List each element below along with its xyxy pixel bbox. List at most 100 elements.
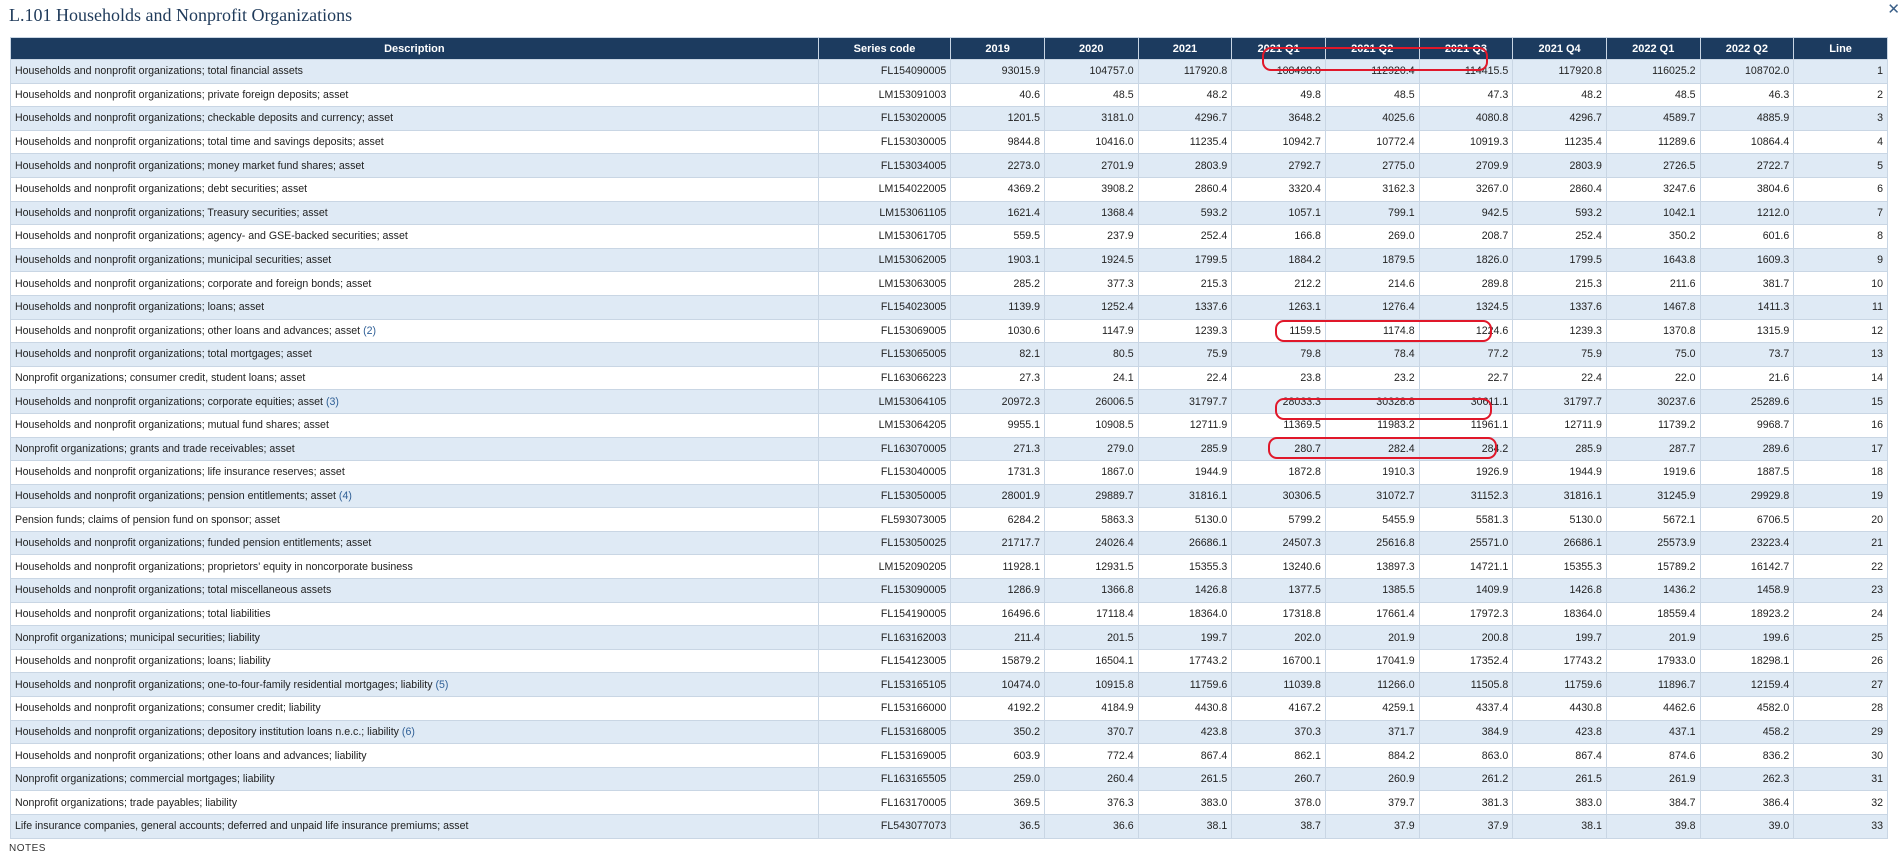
value-cell: 262.3 bbox=[1699, 766, 1795, 792]
value-cell: 15879.2 bbox=[950, 648, 1045, 674]
series-code: FL163162003 bbox=[817, 625, 952, 650]
value-cell: 1276.4 bbox=[1324, 294, 1420, 320]
value-cell: 1926.9 bbox=[1418, 460, 1514, 485]
series-code: FL153020005 bbox=[817, 106, 952, 131]
value-cell: 4589.7 bbox=[1605, 106, 1701, 131]
table-row: Households and nonprofit organizations; … bbox=[10, 342, 1888, 367]
value-cell: 48.5 bbox=[1324, 82, 1420, 108]
footnote-link[interactable]: (3) bbox=[325, 395, 339, 408]
footnote-link[interactable]: (6) bbox=[401, 725, 415, 738]
value-cell: 260.4 bbox=[1043, 766, 1139, 792]
series-code: FL153169005 bbox=[817, 743, 952, 768]
column-header: 2021 Q4 bbox=[1512, 37, 1607, 60]
value-cell: 9955.1 bbox=[950, 412, 1045, 438]
value-cell: 4184.9 bbox=[1043, 696, 1139, 721]
value-cell: 867.4 bbox=[1137, 743, 1233, 768]
table-row: Households and nonprofit organizations; … bbox=[10, 294, 1888, 320]
description-text: Households and nonprofit organizations; … bbox=[15, 560, 413, 573]
value-cell: 11235.4 bbox=[1512, 129, 1607, 155]
value-cell: 11039.8 bbox=[1231, 672, 1326, 698]
value-cell: 279.0 bbox=[1043, 436, 1139, 462]
series-code: FL154123005 bbox=[817, 648, 952, 674]
line-number: 6 bbox=[1793, 176, 1888, 202]
value-cell: 10908.5 bbox=[1043, 412, 1139, 438]
row-description: Households and nonprofit organizations; … bbox=[10, 82, 819, 108]
value-cell: 3908.2 bbox=[1043, 176, 1139, 202]
table-row: Households and nonprofit organizations; … bbox=[10, 59, 1888, 84]
value-cell: 23223.4 bbox=[1699, 530, 1795, 556]
row-description: Households and nonprofit organizations; … bbox=[10, 719, 819, 745]
close-icon[interactable]: ✕ bbox=[1887, 0, 1900, 18]
table-row: Households and nonprofit organizations; … bbox=[10, 530, 1888, 556]
value-cell: 11235.4 bbox=[1137, 129, 1233, 155]
value-cell: 386.4 bbox=[1699, 790, 1795, 815]
line-number: 27 bbox=[1793, 672, 1888, 698]
table-row: Households and nonprofit organizations; … bbox=[10, 483, 1888, 509]
series-code: FL154023005 bbox=[817, 294, 952, 320]
column-header: 2019 bbox=[950, 37, 1045, 60]
value-cell: 3804.6 bbox=[1699, 176, 1795, 202]
value-cell: 12931.5 bbox=[1043, 554, 1139, 580]
value-cell: 2726.5 bbox=[1605, 153, 1701, 178]
table-row: Households and nonprofit organizations; … bbox=[10, 153, 1888, 178]
value-cell: 39.8 bbox=[1605, 814, 1701, 839]
series-code: LM153091003 bbox=[817, 82, 952, 108]
description-text: Nonprofit organizations; commercial mort… bbox=[15, 773, 275, 786]
row-description: Pension funds; claims of pension fund on… bbox=[10, 507, 819, 532]
value-cell: 1643.8 bbox=[1605, 247, 1701, 273]
row-description: Households and nonprofit organizations; … bbox=[10, 247, 819, 273]
footnote-link[interactable]: (2) bbox=[363, 324, 377, 337]
value-cell: 17743.2 bbox=[1512, 648, 1607, 674]
line-number: 5 bbox=[1793, 153, 1888, 178]
value-cell: 21.6 bbox=[1699, 365, 1795, 391]
row-description: Households and nonprofit organizations; … bbox=[10, 59, 819, 84]
value-cell: 16700.1 bbox=[1231, 648, 1326, 674]
value-cell: 377.3 bbox=[1043, 271, 1139, 296]
value-cell: 1467.8 bbox=[1605, 294, 1701, 320]
value-cell: 5672.1 bbox=[1605, 507, 1701, 532]
series-code: FL163165505 bbox=[817, 766, 952, 792]
value-cell: 350.2 bbox=[950, 719, 1045, 745]
description-text: Households and nonprofit organizations; … bbox=[15, 395, 323, 408]
value-cell: 261.2 bbox=[1418, 766, 1514, 792]
value-cell: 1042.1 bbox=[1605, 200, 1701, 226]
value-cell: 4462.6 bbox=[1605, 696, 1701, 721]
value-cell: 1867.0 bbox=[1043, 460, 1139, 485]
value-cell: 458.2 bbox=[1699, 719, 1795, 745]
value-cell: 201.9 bbox=[1605, 625, 1701, 650]
value-cell: 1919.6 bbox=[1605, 460, 1701, 485]
value-cell: 1436.2 bbox=[1605, 578, 1701, 603]
value-cell: 601.6 bbox=[1699, 224, 1795, 249]
description-text: Nonprofit organizations; consumer credit… bbox=[15, 372, 306, 385]
value-cell: 1370.8 bbox=[1605, 318, 1701, 344]
footnote-link[interactable]: (4) bbox=[338, 489, 352, 502]
value-cell: 4296.7 bbox=[1137, 106, 1233, 131]
table-row: Households and nonprofit organizations; … bbox=[10, 389, 1888, 414]
value-cell: 383.0 bbox=[1137, 790, 1233, 815]
value-cell: 211.4 bbox=[950, 625, 1045, 650]
value-cell: 31797.7 bbox=[1137, 389, 1233, 414]
value-cell: 30237.6 bbox=[1605, 389, 1701, 414]
series-code: FL153030005 bbox=[817, 129, 952, 155]
column-header: Description bbox=[10, 37, 819, 60]
value-cell: 269.0 bbox=[1324, 224, 1420, 249]
row-description: Households and nonprofit organizations; … bbox=[10, 530, 819, 556]
value-cell: 3162.3 bbox=[1324, 176, 1420, 202]
description-text: Households and nonprofit organizations; … bbox=[15, 419, 329, 432]
value-cell: 22.7 bbox=[1418, 365, 1514, 391]
value-cell: 201.9 bbox=[1324, 625, 1420, 650]
table-row: Households and nonprofit organizations; … bbox=[10, 460, 1888, 485]
value-cell: 24026.4 bbox=[1043, 530, 1139, 556]
value-cell: 2860.4 bbox=[1512, 176, 1607, 202]
row-description: Households and nonprofit organizations; … bbox=[10, 648, 819, 674]
value-cell: 1286.9 bbox=[950, 578, 1045, 603]
value-cell: 4369.2 bbox=[950, 176, 1045, 202]
description-text: Households and nonprofit organizations; … bbox=[15, 65, 303, 78]
value-cell: 1426.8 bbox=[1137, 578, 1233, 603]
value-cell: 836.2 bbox=[1699, 743, 1795, 768]
value-cell: 75.9 bbox=[1137, 342, 1233, 367]
value-cell: 11505.8 bbox=[1418, 672, 1514, 698]
footnote-link[interactable]: (5) bbox=[435, 678, 449, 691]
value-cell: 1030.6 bbox=[950, 318, 1045, 344]
description-text: Households and nonprofit organizations; … bbox=[15, 112, 394, 125]
